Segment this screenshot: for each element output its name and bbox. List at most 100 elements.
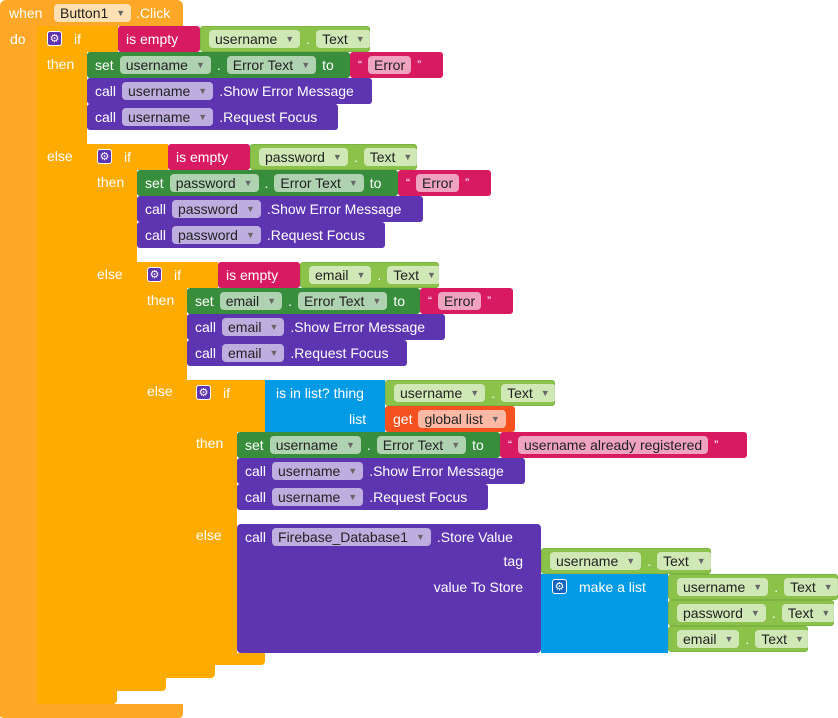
text-value[interactable]: username already registered — [518, 436, 709, 454]
component-getter[interactable]: username ▼ . Text ▼ — [541, 548, 712, 574]
dropdown-value: Text — [393, 267, 419, 283]
component-dropdown[interactable]: username ▼ — [122, 82, 214, 100]
call-method-block[interactable]: call password ▼ .Request Focus — [137, 222, 385, 248]
component-dropdown[interactable]: email ▼ — [309, 266, 372, 284]
property-dropdown[interactable]: Error Text ▼ — [376, 436, 467, 454]
dot-label: . — [647, 553, 652, 569]
component-dropdown[interactable]: username ▼ — [209, 30, 301, 48]
method-name: .Show Error Message — [219, 83, 354, 99]
set-property-block[interactable]: set username ▼ . Error Text ▼ to — [87, 52, 350, 78]
component-getter[interactable]: password ▼ . Text ▼ — [250, 144, 419, 170]
property-dropdown[interactable]: Error Text ▼ — [274, 174, 364, 192]
set-property-block[interactable]: set username ▼ . Error Text ▼ to — [237, 432, 500, 458]
call-method-block[interactable]: call username ▼ .Show Error Message — [237, 458, 525, 484]
call-method-block[interactable]: call email ▼ .Show Error Message — [187, 314, 445, 340]
method-name: .Store Value — [436, 529, 513, 545]
property-dropdown[interactable]: Text ▼ — [363, 148, 419, 166]
is-empty-block[interactable]: is empty — [168, 144, 250, 170]
property-dropdown[interactable]: Text ▼ — [784, 578, 838, 596]
component-dropdown[interactable]: email ▼ — [222, 318, 285, 336]
dropdown-arrow-icon: ▼ — [470, 388, 480, 398]
property-dropdown[interactable]: Text ▼ — [781, 604, 837, 622]
component-dropdown[interactable]: username ▼ — [272, 462, 364, 480]
dot-label: . — [288, 293, 292, 309]
if-block-3-bottom — [137, 665, 215, 678]
gear-icon[interactable]: ⚙ — [97, 149, 112, 164]
component-dropdown[interactable]: password ▼ — [677, 604, 766, 622]
dropdown-value: username — [400, 385, 463, 401]
component-dropdown[interactable]: username ▼ — [550, 552, 642, 570]
open-quote: “ — [406, 176, 410, 190]
dropdown-arrow-icon: ▼ — [626, 556, 636, 566]
dropdown-value: Error Text — [232, 57, 294, 73]
gear-icon[interactable]: ⚙ — [47, 31, 62, 46]
property-dropdown[interactable]: Text ▼ — [316, 30, 371, 48]
is-empty-block[interactable]: is empty — [118, 26, 200, 52]
component-dropdown[interactable]: email ▼ — [222, 344, 285, 362]
gear-icon[interactable]: ⚙ — [552, 579, 567, 594]
is-empty-label: is empty — [176, 149, 229, 165]
text-value[interactable]: Error — [416, 174, 460, 192]
text-block[interactable]: “ Error ” — [420, 288, 513, 314]
component-dropdown[interactable]: password ▼ — [172, 226, 261, 244]
dropdown-value: Error Text — [280, 175, 341, 191]
call-method-block[interactable]: call password ▼ .Show Error Message — [137, 196, 423, 222]
component-dropdown[interactable]: password ▼ — [172, 200, 261, 218]
property-dropdown[interactable]: Error Text ▼ — [297, 292, 388, 310]
component-getter[interactable]: username ▼ . Text ▼ — [385, 380, 556, 406]
is-empty-block[interactable]: is empty — [218, 262, 300, 288]
component-dropdown[interactable]: password ▼ — [169, 174, 259, 192]
property-dropdown[interactable]: Error Text ▼ — [226, 56, 317, 74]
dropdown-value: username — [128, 83, 191, 99]
component-dropdown[interactable]: username ▼ — [122, 108, 214, 126]
component-dropdown[interactable]: username ▼ — [269, 436, 361, 454]
component-dropdown[interactable]: username ▼ — [677, 578, 769, 596]
dot-label: . — [377, 267, 382, 283]
text-block[interactable]: “ Error ” — [398, 170, 491, 196]
set-property-block[interactable]: set password ▼ . Error Text ▼ to — [137, 170, 398, 196]
dropdown-value: Error Text — [303, 293, 365, 309]
dropdown-value: email — [683, 631, 717, 647]
component-dropdown[interactable]: Button1 ▼ — [54, 4, 132, 22]
component-dropdown[interactable]: username ▼ — [394, 384, 486, 402]
dropdown-arrow-icon: ▼ — [724, 634, 734, 644]
is-in-list-label: is in list? thing — [276, 385, 364, 401]
component-dropdown[interactable]: username ▼ — [119, 56, 211, 74]
set-property-block[interactable]: set email ▼ . Error Text ▼ to — [187, 288, 420, 314]
text-block[interactable]: “ Error ” — [350, 52, 443, 78]
property-dropdown[interactable]: Text ▼ — [657, 552, 712, 570]
text-value[interactable]: Error — [438, 292, 482, 310]
text-value[interactable]: Error — [368, 56, 412, 74]
component-dropdown[interactable]: email ▼ — [677, 630, 740, 648]
property-dropdown[interactable]: Text ▼ — [501, 384, 556, 402]
if-block-1-bottom — [37, 691, 117, 704]
gear-icon[interactable]: ⚙ — [147, 267, 162, 282]
get-variable-block[interactable]: get global list ▼ — [385, 406, 515, 432]
component-getter[interactable]: username ▼ . Text ▼ — [668, 574, 838, 600]
call-method-block[interactable]: call username ▼ .Request Focus — [237, 484, 488, 510]
dropdown-value: Text — [663, 553, 689, 569]
call-method-block[interactable]: call username ▼ .Request Focus — [87, 104, 338, 130]
component-dropdown[interactable]: Firebase_Database1 ▼ — [272, 528, 431, 546]
store-value-header: call Firebase_Database1 ▼ .Store Value — [237, 524, 541, 550]
is-in-list-block[interactable] — [265, 380, 385, 432]
dot-label: . — [366, 437, 371, 453]
property-dropdown[interactable]: Text ▼ — [387, 266, 442, 284]
call-label: call — [145, 201, 167, 217]
call-method-block[interactable]: call username ▼ .Show Error Message — [87, 78, 372, 104]
property-dropdown[interactable]: Text ▼ — [755, 630, 810, 648]
gear-icon[interactable]: ⚙ — [196, 385, 211, 400]
call-method-block[interactable]: call email ▼ .Request Focus — [187, 340, 407, 366]
variable-dropdown[interactable]: global list ▼ — [418, 410, 506, 428]
component-getter[interactable]: email ▼ . Text ▼ — [668, 626, 810, 652]
component-dropdown[interactable]: email ▼ — [219, 292, 283, 310]
dot-label: . — [774, 579, 779, 595]
component-getter[interactable]: username ▼ . Text ▼ — [200, 26, 371, 52]
component-getter[interactable]: password ▼ . Text ▼ — [668, 600, 837, 626]
component-dropdown[interactable]: username ▼ — [272, 488, 364, 506]
component-dropdown[interactable]: password ▼ — [259, 148, 348, 166]
dropdown-arrow-icon: ▼ — [198, 86, 208, 96]
if-label: if — [124, 149, 131, 165]
component-getter[interactable]: email ▼ . Text ▼ — [300, 262, 442, 288]
text-block[interactable]: “ username already registered ” — [500, 432, 747, 458]
